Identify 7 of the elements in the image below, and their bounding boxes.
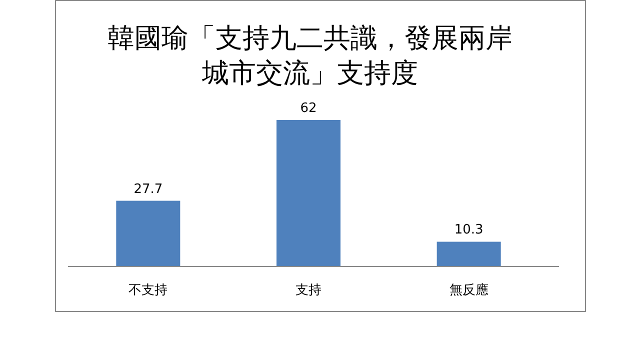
title: 韓國瑜「支持九二共識，發展兩岸城市交流」支持度	[108, 23, 512, 89]
data-label: 10.3	[454, 222, 484, 238]
data-label: 27.7	[134, 182, 163, 197]
x-tick-label: 不支持	[128, 283, 168, 298]
data-label: 62	[300, 101, 317, 116]
x-tick-label: 支持	[296, 283, 322, 298]
x-tick-label: 無反應	[449, 283, 488, 298]
